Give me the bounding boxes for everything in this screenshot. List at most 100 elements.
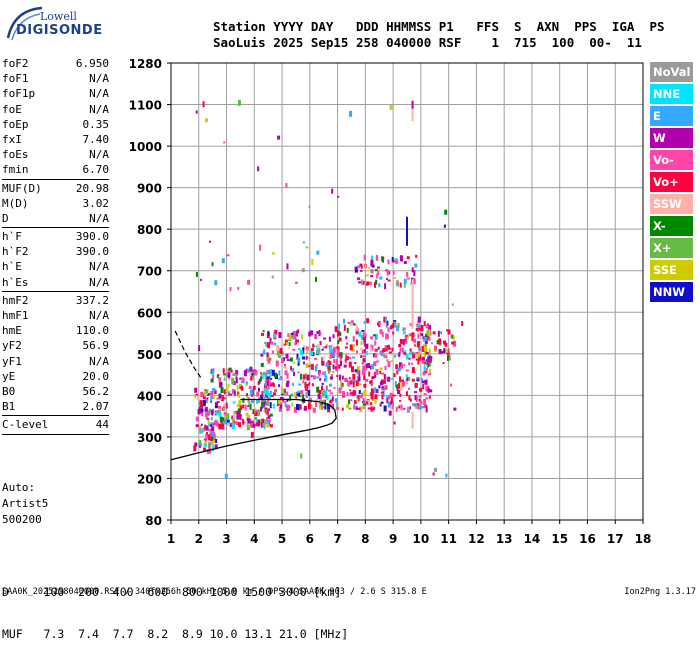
echo-point <box>308 382 311 386</box>
echo-point <box>266 376 270 379</box>
echo-point <box>338 323 340 330</box>
echo-point <box>245 412 249 416</box>
echo-point <box>211 262 214 267</box>
echo-point <box>417 359 420 365</box>
echo-point <box>376 370 379 374</box>
echo-point <box>311 258 314 265</box>
echo-point <box>248 386 252 390</box>
echo-point <box>377 320 381 325</box>
echo-point <box>388 271 390 275</box>
echo-point <box>399 393 402 397</box>
echo-point <box>424 337 428 341</box>
echo-point <box>332 334 335 339</box>
echo-point <box>246 368 250 373</box>
echo-point <box>327 360 330 367</box>
echo-point <box>369 380 373 384</box>
echo-point <box>340 384 343 390</box>
echo-point <box>310 363 314 370</box>
param-label: yF2 <box>2 339 22 353</box>
echo-point <box>360 265 363 269</box>
echo-point <box>329 383 332 387</box>
echo-point <box>272 392 276 396</box>
echo-point <box>267 419 271 422</box>
echo-point <box>288 342 291 346</box>
echo-point <box>310 350 314 356</box>
echo-point <box>429 368 431 374</box>
echo-point <box>447 329 451 335</box>
echo-point <box>326 403 328 408</box>
echo-point <box>284 370 288 376</box>
echo-point <box>406 256 410 260</box>
echo-point <box>365 343 369 349</box>
echo-point <box>379 371 382 374</box>
echo-point <box>239 377 242 380</box>
echo-point <box>428 395 431 399</box>
echo-point <box>414 391 417 394</box>
digisonde-logo: Lowell DIGISONDE <box>4 4 114 44</box>
echo-point <box>403 278 407 284</box>
echo-point <box>398 405 401 409</box>
echo-point <box>306 389 309 393</box>
echo-point <box>348 407 352 410</box>
x-tick-label: 7 <box>333 532 341 546</box>
echo-point <box>403 407 406 410</box>
echo-point <box>437 330 440 337</box>
echo-point <box>251 400 254 404</box>
echo-point <box>200 408 204 414</box>
echo-point <box>451 335 454 340</box>
echo-point <box>274 329 278 335</box>
echo-point <box>328 361 332 365</box>
echo-point <box>363 383 367 388</box>
echo-point <box>348 361 352 368</box>
param-row: hmF2 337.2 <box>2 293 109 308</box>
echo-point <box>287 333 290 338</box>
echo-point <box>264 383 267 387</box>
param-label: foF2 <box>2 57 29 70</box>
param-value: N/A <box>89 87 109 101</box>
echo-point <box>315 399 318 402</box>
echo-point <box>293 333 297 340</box>
echo-point <box>362 331 365 338</box>
echo-point <box>279 348 283 354</box>
param-row: foEs N/A <box>2 147 109 162</box>
legend-item-noval: NoVal <box>650 62 693 82</box>
echo-point <box>326 394 329 400</box>
echo-point <box>200 423 203 426</box>
echo-point <box>364 333 367 338</box>
echo-point <box>397 322 400 328</box>
echo-point <box>359 406 363 413</box>
echo-point <box>424 404 428 408</box>
echo-point <box>319 332 322 335</box>
echo-point <box>322 389 325 394</box>
echo-point <box>357 277 360 280</box>
echo-point <box>419 400 423 405</box>
echo-point <box>255 422 258 427</box>
echo-point <box>371 264 375 268</box>
echo-point <box>396 388 399 392</box>
echo-point <box>298 392 301 397</box>
echo-point <box>361 335 365 340</box>
echo-point <box>381 372 385 375</box>
echo-point <box>417 323 421 329</box>
echo-point <box>358 390 361 394</box>
echo-point <box>363 336 367 342</box>
echo-point <box>443 224 446 228</box>
echo-point <box>400 404 403 411</box>
echo-point <box>431 342 433 345</box>
echo-point <box>346 404 350 409</box>
echo-point <box>280 358 284 364</box>
echo-point <box>200 429 203 434</box>
echo-point <box>288 346 291 349</box>
echo-point <box>195 416 199 422</box>
echo-point <box>247 422 251 426</box>
echo-point <box>267 415 271 420</box>
echo-point <box>398 382 400 389</box>
echo-point <box>331 188 334 194</box>
echo-point <box>236 404 239 408</box>
echo-point <box>341 407 344 411</box>
echo-point <box>204 390 207 395</box>
echo-point <box>214 444 218 450</box>
echo-point <box>222 417 225 422</box>
echo-point <box>386 359 389 362</box>
legend-item-xplus: X+ <box>650 238 693 258</box>
